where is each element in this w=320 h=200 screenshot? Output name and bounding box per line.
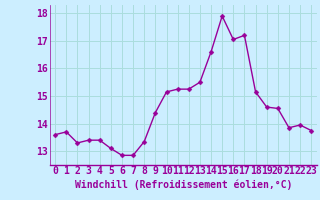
X-axis label: Windchill (Refroidissement éolien,°C): Windchill (Refroidissement éolien,°C) bbox=[75, 179, 292, 190]
